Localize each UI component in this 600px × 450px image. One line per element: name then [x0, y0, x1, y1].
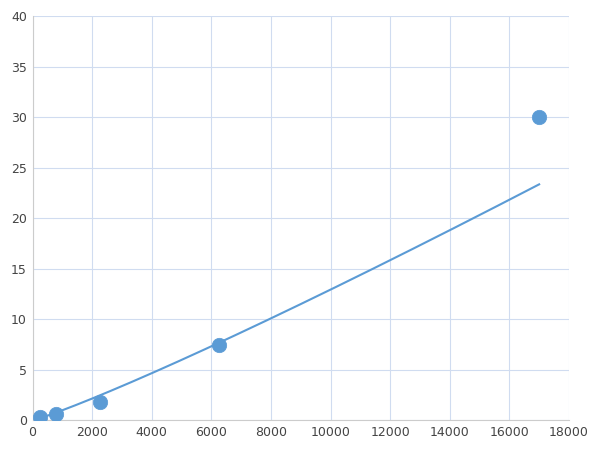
Point: [52, 411, 61, 418]
Point: [95, 399, 104, 406]
Point: [214, 341, 224, 348]
Point: [35, 414, 45, 421]
Point: [535, 113, 544, 121]
